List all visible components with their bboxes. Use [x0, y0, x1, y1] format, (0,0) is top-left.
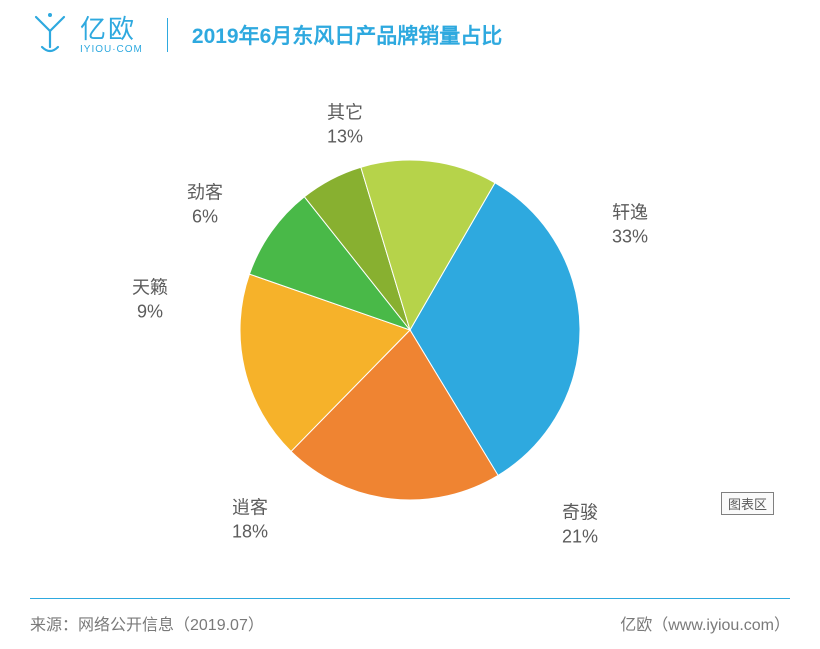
- slice-name: 天籁: [132, 278, 168, 298]
- slice-label: 其它 13%: [327, 101, 363, 150]
- slice-label: 劲客 6%: [187, 181, 223, 230]
- source-text: 来源：网络公开信息（2019.07）: [30, 611, 264, 635]
- header-separator: [167, 18, 168, 52]
- slice-value: 18%: [232, 522, 268, 542]
- logo-icon: [30, 13, 70, 57]
- page-title: 2019年6月东风日产品牌销量占比: [192, 20, 502, 50]
- slice-value: 13%: [327, 127, 363, 147]
- chart-area: 轩逸 33% 奇骏 21% 逍客 18% 天籁 9% 劲客 6% 其它 13% 图表区: [0, 70, 820, 570]
- header: 亿欧 IYIOU·COM 2019年6月东风日产品牌销量占比: [0, 0, 820, 70]
- logo: 亿欧 IYIOU·COM: [30, 13, 143, 57]
- slice-value: 21%: [562, 527, 598, 547]
- slice-name: 劲客: [187, 183, 223, 203]
- logo-main: 亿欧: [80, 15, 143, 44]
- slice-value: 33%: [612, 227, 648, 247]
- legend-box: 图表区: [721, 492, 774, 515]
- brand-text: 亿欧（www.iyiou.com）: [620, 611, 790, 635]
- footer: 来源：网络公开信息（2019.07） 亿欧（www.iyiou.com）: [0, 598, 820, 635]
- slice-label: 逍客 18%: [232, 496, 268, 545]
- slice-name: 其它: [327, 103, 363, 123]
- slice-value: 6%: [192, 207, 218, 227]
- slice-name: 奇骏: [562, 503, 598, 523]
- slice-name: 轩逸: [612, 203, 648, 223]
- pie-chart: [240, 160, 580, 505]
- slice-label: 奇骏 21%: [562, 501, 598, 550]
- slice-label: 天籁 9%: [132, 276, 168, 325]
- slice-label: 轩逸 33%: [612, 201, 648, 250]
- logo-sub: IYIOU·COM: [80, 44, 143, 55]
- logo-text: 亿欧 IYIOU·COM: [80, 15, 143, 55]
- slice-value: 9%: [137, 302, 163, 322]
- footer-divider: [30, 598, 790, 599]
- slice-name: 逍客: [232, 498, 268, 518]
